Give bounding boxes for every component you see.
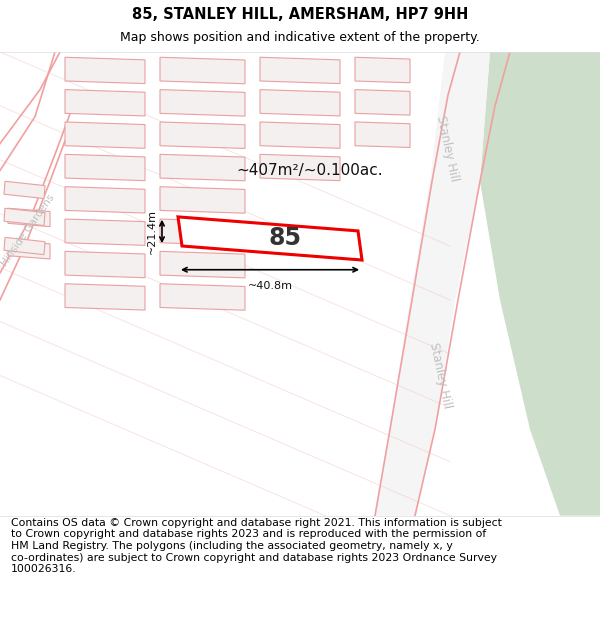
Polygon shape [8,241,50,259]
Polygon shape [65,251,145,278]
Polygon shape [480,52,600,516]
Polygon shape [4,238,45,254]
Polygon shape [160,122,245,149]
Polygon shape [4,181,45,199]
Text: 85, STANLEY HILL, AMERSHAM, HP7 9HH: 85, STANLEY HILL, AMERSHAM, HP7 9HH [132,7,468,22]
Polygon shape [65,219,145,246]
Polygon shape [160,58,245,84]
Polygon shape [8,208,50,227]
Polygon shape [160,219,245,246]
Text: ~40.8m: ~40.8m [248,281,293,291]
Polygon shape [160,89,245,116]
Text: 85: 85 [269,226,302,251]
Polygon shape [160,251,245,278]
Polygon shape [355,122,410,148]
Polygon shape [65,284,145,310]
Polygon shape [160,284,245,310]
Polygon shape [178,217,362,260]
Polygon shape [260,89,340,116]
Polygon shape [65,187,145,213]
Text: Hillside Gardens: Hillside Gardens [0,192,56,268]
Polygon shape [65,89,145,116]
Polygon shape [65,58,145,84]
Polygon shape [160,154,245,181]
Text: ~407m²/~0.100ac.: ~407m²/~0.100ac. [236,163,383,178]
Text: Stanley Hill: Stanley Hill [434,115,460,183]
Text: Contains OS data © Crown copyright and database right 2021. This information is : Contains OS data © Crown copyright and d… [11,518,502,574]
Polygon shape [65,154,145,181]
Text: Map shows position and indicative extent of the property.: Map shows position and indicative extent… [120,31,480,44]
Polygon shape [260,122,340,148]
Polygon shape [4,208,45,226]
Polygon shape [375,52,490,516]
Text: Stanley Hill: Stanley Hill [427,341,454,409]
Polygon shape [355,89,410,115]
Text: ~21.4m: ~21.4m [147,209,157,254]
Polygon shape [160,187,245,213]
Polygon shape [355,58,410,82]
Polygon shape [260,154,340,181]
Polygon shape [65,122,145,148]
Polygon shape [260,58,340,84]
